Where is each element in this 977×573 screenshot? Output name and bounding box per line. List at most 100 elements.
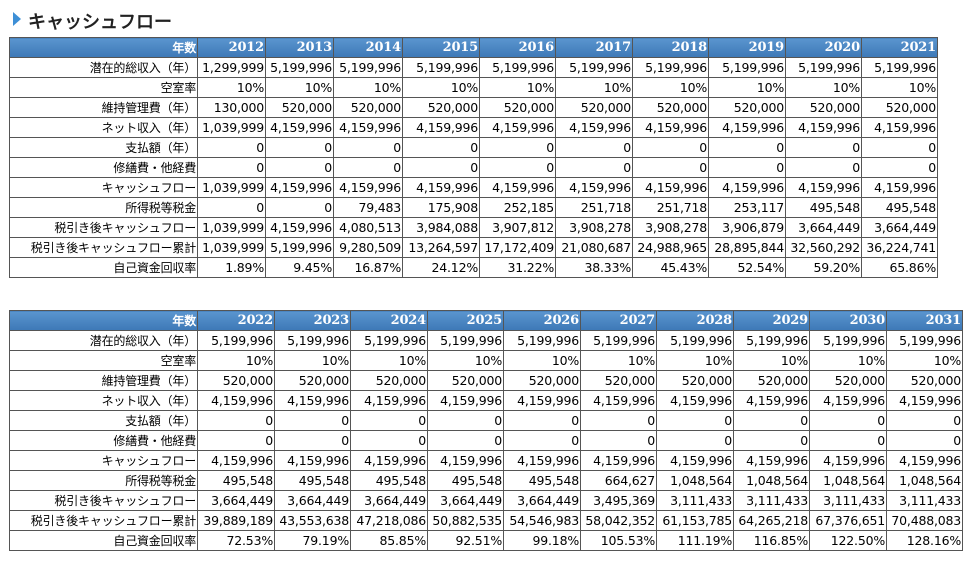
cell: 4,159,996 (580, 390, 657, 411)
cell: 0 (333, 157, 403, 178)
cell: 520,000 (708, 97, 786, 118)
row-label: 潜在的総収入（年） (9, 330, 198, 351)
year-header: 2022 (197, 310, 275, 331)
cell: 128.16% (886, 530, 963, 551)
cell: 0 (265, 137, 334, 158)
cell: 4,159,996 (555, 177, 633, 198)
cell: 28,895,844 (708, 237, 786, 258)
cell: 31.22% (479, 257, 556, 278)
cell: 99.18% (503, 530, 581, 551)
cell: 50,882,535 (427, 510, 504, 531)
cell: 47,218,086 (350, 510, 428, 531)
cell: 0 (861, 157, 938, 178)
cell: 92.51% (427, 530, 504, 551)
row-label: キャッシュフロー (9, 450, 198, 471)
cell: 65.86% (861, 257, 938, 278)
cell: 3,664,449 (274, 490, 351, 511)
cell: 520,000 (785, 97, 862, 118)
cell: 4,159,996 (333, 117, 403, 138)
cell: 0 (656, 430, 734, 451)
cell: 495,548 (274, 470, 351, 491)
cell: 10% (809, 350, 887, 371)
row-label: 自己資金回収率 (9, 530, 198, 551)
corner-header: 年数 (9, 37, 198, 58)
data-row: キャッシュフロー 1,039,999 4,159,996 4,159,996 4,159… (9, 177, 938, 198)
year-header: 2014 (333, 37, 403, 58)
year-header: 2030 (809, 310, 887, 331)
cell: 4,159,996 (265, 217, 334, 238)
cell: 10% (265, 77, 334, 98)
cell: 4,080,513 (333, 217, 403, 238)
data-row: 自己資金回収率 1.89% 9.45% 16.87% 24.12% 31.22% 38.33… (9, 257, 938, 278)
cell: 10% (333, 77, 403, 98)
cell: 4,159,996 (427, 390, 504, 411)
year-header: 2019 (708, 37, 786, 58)
cell: 3,664,449 (861, 217, 938, 238)
cell: 5,199,996 (197, 330, 275, 351)
year-header: 2031 (886, 310, 963, 331)
cell: 1,048,564 (886, 470, 963, 491)
cell: 0 (274, 410, 351, 431)
cell: 4,159,996 (785, 177, 862, 198)
cell: 5,199,996 (503, 330, 581, 351)
cell: 24,988,965 (632, 237, 709, 258)
title-icon (13, 12, 21, 26)
cell: 0 (479, 157, 556, 178)
cell: 58,042,352 (580, 510, 657, 531)
year-header: 2024 (350, 310, 428, 331)
year-header: 2015 (402, 37, 480, 58)
cell: 520,000 (809, 370, 887, 391)
data-row: 税引き後キャッシュフロー 1,039,999 4,159,996 4,080,513 3… (9, 217, 938, 238)
corner-header: 年数 (9, 310, 198, 331)
data-row: 所得税等税金 0 0 79,483 175,908 252,185 251,718 251,7… (9, 197, 938, 218)
cell: 4,159,996 (479, 177, 556, 198)
cell: 495,548 (785, 197, 862, 218)
row-label: 維持管理費（年） (9, 370, 198, 391)
cell: 0 (350, 410, 428, 431)
cell: 10% (402, 77, 480, 98)
cell: 32,560,292 (785, 237, 862, 258)
cell: 0 (333, 137, 403, 158)
cell: 0 (427, 410, 504, 431)
cell: 130,000 (197, 97, 266, 118)
cell: 10% (479, 77, 556, 98)
data-row: キャッシュフロー 4,159,996 4,159,996 4,159,996 4,159… (9, 450, 963, 471)
cell: 4,159,996 (402, 177, 480, 198)
data-row: 維持管理費（年） 130,000 520,000 520,000 520,000 520,… (9, 97, 938, 118)
cell: 4,159,996 (733, 390, 810, 411)
cell: 5,199,996 (708, 57, 786, 78)
cell: 520,000 (733, 370, 810, 391)
cell: 54,546,983 (503, 510, 581, 531)
cell: 9.45% (265, 257, 334, 278)
cell: 4,159,996 (809, 450, 887, 471)
cell: 67,376,651 (809, 510, 887, 531)
data-row: 税引き後キャッシュフロー 3,664,449 3,664,449 3,664,449 3… (9, 490, 963, 511)
cell: 4,159,996 (350, 450, 428, 471)
year-header: 2012 (197, 37, 266, 58)
cell: 1.89% (197, 257, 266, 278)
cell: 10% (427, 350, 504, 371)
cell: 9,280,509 (333, 237, 403, 258)
cell: 3,111,433 (733, 490, 810, 511)
cell: 5,199,996 (265, 237, 334, 258)
cell: 0 (197, 430, 275, 451)
data-row: 支払額（年） 0 0 0 0 0 0 0 0 0 0 (9, 137, 938, 158)
year-header: 2018 (632, 37, 709, 58)
cell: 4,159,996 (785, 117, 862, 138)
cell: 105.53% (580, 530, 657, 551)
data-row: 空室率 10% 10% 10% 10% 10% 10% 10% 10% 10% 10% (9, 350, 963, 371)
data-row: ネット収入（年） 1,039,999 4,159,996 4,159,996 4,159… (9, 117, 938, 138)
cell: 5,199,996 (479, 57, 556, 78)
row-label: 所得税等税金 (9, 197, 198, 218)
year-header: 2017 (555, 37, 633, 58)
data-row: 潜在的総収入（年） 5,199,996 5,199,996 5,199,996 5,19… (9, 330, 963, 351)
cell: 0 (402, 157, 480, 178)
year-header: 2025 (427, 310, 504, 331)
cell: 0 (656, 410, 734, 431)
cell: 4,159,996 (809, 390, 887, 411)
cell: 5,199,996 (427, 330, 504, 351)
cell: 0 (274, 430, 351, 451)
cell: 495,548 (427, 470, 504, 491)
cell: 4,159,996 (427, 450, 504, 471)
cell: 21,080,687 (555, 237, 633, 258)
